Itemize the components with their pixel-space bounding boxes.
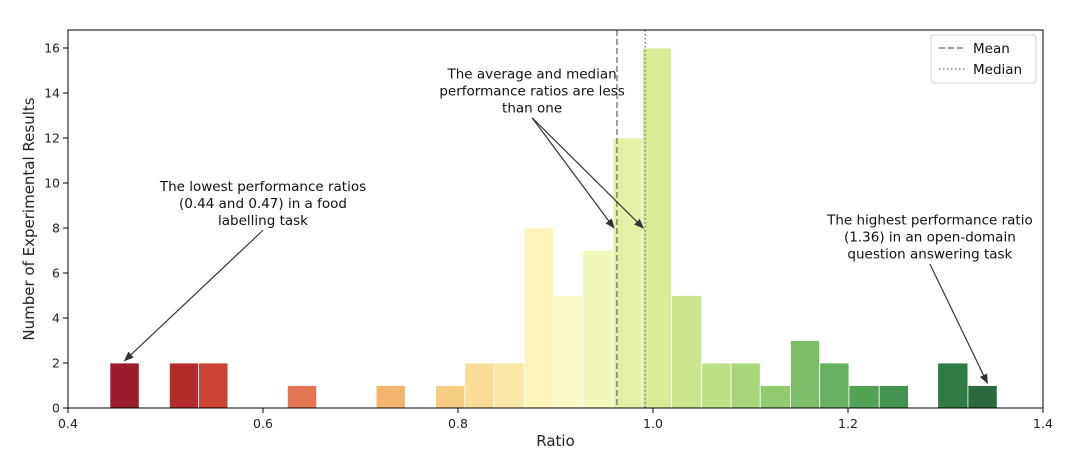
annotation-highest-line: question answering task [847, 247, 1012, 263]
y-tick-label: 16 [44, 41, 60, 56]
histogram-bar [375, 385, 406, 409]
y-tick-label: 14 [44, 86, 60, 101]
y-axis-label: Number of Experimental Results [20, 97, 38, 340]
annotation-arrow [531, 117, 644, 229]
histogram-bar [198, 362, 229, 409]
annotation-average-line: than one [502, 100, 562, 116]
histogram-bar [967, 385, 998, 409]
annotations: The lowest performance ratios(0.44 and 0… [123, 66, 1033, 385]
histogram-bar [701, 362, 732, 409]
histogram-bar [286, 385, 318, 409]
y-tick-label: 12 [44, 131, 60, 146]
annotation-lowest-line: The lowest performance ratios [159, 179, 366, 195]
x-tick-label: 1.4 [1033, 416, 1053, 431]
histogram-bars [109, 47, 998, 409]
plot-frame [67, 29, 1044, 409]
annotation-highest-line: (1.36) in an open-domain [844, 230, 1016, 246]
y-tick-label: 10 [44, 176, 60, 191]
reference-lines [616, 30, 646, 408]
annotation-arrow [929, 263, 988, 385]
x-tick-label: 0.6 [253, 416, 273, 431]
legend-label-median: Median [973, 62, 1022, 78]
annotation-lowest-line: (0.44 and 0.47) in a food [179, 196, 347, 212]
histogram-bar [612, 137, 643, 409]
histogram-bar [582, 250, 614, 409]
histogram-bar [848, 385, 880, 409]
x-tick-label: 0.8 [448, 416, 468, 431]
y-tick-label: 6 [52, 266, 60, 281]
x-tick-label: 0.4 [58, 416, 78, 431]
histogram-bar [493, 362, 525, 409]
y-tick-label: 2 [52, 356, 60, 371]
annotation-average-line: performance ratios are less [439, 83, 624, 99]
histogram-bar [109, 362, 140, 409]
annotation-arrow [531, 117, 615, 229]
histogram-bar [523, 227, 554, 409]
histogram-bar [464, 362, 495, 409]
x-axis-label: Ratio [536, 432, 575, 450]
histogram-bar [730, 362, 761, 409]
legend-box [930, 34, 1037, 84]
histogram-bar [819, 362, 850, 409]
x-tick-label: 1.2 [838, 416, 858, 431]
y-tick-label: 0 [52, 401, 60, 416]
histogram-bar [641, 47, 672, 409]
legend: Mean Median [930, 34, 1037, 84]
x-tick-label: 1.0 [643, 416, 663, 431]
annotation-lowest-line: labelling task [218, 213, 308, 229]
histogram-bar [937, 362, 969, 409]
legend-label-mean: Mean [973, 41, 1010, 57]
x-axis: 0.4 0.6 0.8 1.0 1.2 1.4 [58, 408, 1053, 431]
histogram-bar [168, 362, 200, 409]
y-tick-label: 8 [52, 221, 60, 236]
annotation-average-line: The average and median [446, 66, 616, 82]
y-axis: 0 2 4 6 8 10 12 14 16 [44, 41, 68, 416]
annotation-highest-line: The highest performance ratio [826, 213, 1033, 229]
histogram-bar [878, 385, 909, 409]
histogram-bar [759, 385, 791, 409]
y-tick-label: 4 [52, 311, 60, 326]
histogram-bar [553, 295, 584, 409]
annotation-arrow [123, 229, 264, 362]
histogram-bar [790, 340, 821, 409]
histogram-bar [671, 295, 703, 409]
histogram-bar [435, 385, 466, 409]
